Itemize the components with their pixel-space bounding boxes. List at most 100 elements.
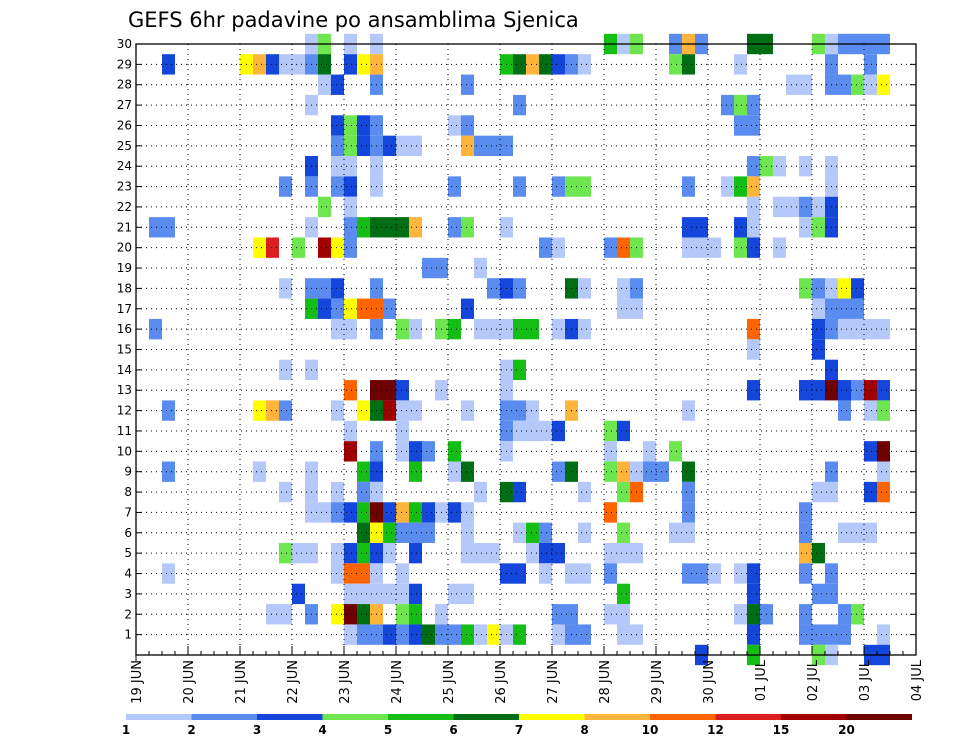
heatmap-cell	[357, 502, 370, 523]
heatmap-cell	[721, 176, 734, 197]
heatmap-cell	[747, 318, 760, 340]
heatmap-cell	[643, 461, 656, 482]
heatmap-cell	[331, 115, 344, 136]
heatmap-cell	[279, 176, 292, 197]
legend-swatch	[191, 714, 257, 720]
heatmap-cell	[357, 135, 370, 157]
heatmap-cell	[253, 400, 266, 421]
heatmap-cell	[162, 461, 175, 482]
heatmap-cell	[786, 196, 799, 218]
plot-gridlines	[136, 44, 916, 655]
x-tick-label: 30 JUN	[702, 660, 717, 704]
heatmap-cell	[526, 420, 539, 442]
heatmap-cell	[812, 624, 825, 645]
y-tick-label: 29	[117, 57, 132, 71]
legend-swatch	[519, 714, 585, 720]
heatmap-cell	[513, 176, 526, 197]
heatmap-cell	[331, 502, 344, 523]
heatmap-cell	[799, 380, 812, 401]
heatmap-cell	[799, 196, 812, 218]
y-tick-label: 6	[124, 526, 132, 540]
legend-swatch	[257, 714, 323, 720]
heatmap-cell	[331, 604, 344, 625]
heatmap-cell	[682, 400, 695, 421]
heatmap-cell	[448, 583, 461, 605]
y-tick-label: 28	[117, 78, 132, 92]
y-tick-label: 16	[117, 322, 132, 336]
heatmap-cell	[747, 237, 760, 258]
heatmap-cell	[409, 624, 422, 645]
heatmap-cell	[617, 583, 630, 605]
heatmap-cell	[448, 441, 461, 462]
heatmap-cell	[747, 196, 760, 218]
y-axis: 1234567891011121314151617181920212223242…	[117, 37, 916, 642]
heatmap-cell	[266, 237, 279, 258]
heatmap-cell	[838, 298, 851, 319]
heatmap-cell	[851, 278, 864, 299]
heatmap-cell	[357, 624, 370, 645]
heatmap-cell	[799, 522, 812, 543]
heatmap-cell	[461, 298, 474, 319]
heatmap-cell	[318, 237, 331, 258]
heatmap-cell	[474, 542, 487, 564]
heatmap-cell	[383, 522, 396, 543]
heatmap-cell	[409, 318, 422, 340]
legend-swatch	[715, 714, 781, 720]
heatmap-cell	[331, 237, 344, 258]
heatmap-cell	[344, 54, 357, 75]
heatmap-cell	[344, 604, 357, 625]
heatmap-cell	[604, 563, 617, 584]
legend-label: 6	[449, 723, 457, 737]
heatmap-cell	[448, 176, 461, 197]
heatmap-cell	[279, 359, 292, 381]
heatmap-cell	[279, 481, 292, 503]
heatmap-cell	[864, 481, 877, 503]
heatmap-cell	[734, 176, 747, 197]
heatmap-cell	[318, 54, 331, 75]
heatmap-cell	[292, 237, 305, 258]
heatmap-cell	[539, 542, 552, 564]
heatmap-cell	[552, 318, 565, 340]
heatmap-cell	[487, 135, 500, 157]
heatmap-cell	[877, 624, 890, 645]
heatmap-cell	[331, 318, 344, 340]
heatmap-cell	[383, 542, 396, 564]
heatmap-cell	[409, 604, 422, 625]
heatmap-cell	[604, 604, 617, 625]
x-tick-label: 19 JUN	[130, 660, 145, 704]
heatmap-cell	[383, 135, 396, 157]
legend-label: 10	[642, 723, 659, 737]
heatmap-cell	[747, 624, 760, 645]
heatmap-cell	[344, 237, 357, 258]
legend-swatch	[388, 714, 454, 720]
y-tick-label: 12	[117, 404, 132, 418]
heatmap-cell	[578, 481, 591, 503]
x-tick-label: 24 JUN	[390, 660, 405, 704]
heatmap-cell	[812, 217, 825, 238]
chart-title: GEFS 6hr padavine po ansamblima Sjenica	[128, 8, 579, 32]
heatmap-cell	[812, 380, 825, 401]
y-tick-label: 9	[124, 465, 132, 479]
heatmap-cell	[864, 54, 877, 75]
heatmap-cell	[383, 298, 396, 319]
heatmap-cell	[422, 624, 435, 645]
heatmap-cell	[578, 522, 591, 543]
heatmap-cell	[396, 420, 409, 442]
heatmap-cell	[383, 624, 396, 645]
heatmap-cell	[331, 298, 344, 319]
heatmap-cell	[292, 542, 305, 564]
heatmap-cell	[513, 481, 526, 503]
heatmap-cell	[344, 624, 357, 645]
heatmap-cell	[617, 624, 630, 645]
heatmap-cell	[747, 339, 760, 360]
heatmap-cell	[799, 502, 812, 523]
heatmap-cell	[604, 502, 617, 523]
heatmap-cell	[851, 604, 864, 625]
heatmap-cell	[292, 54, 305, 75]
heatmap-cell	[383, 380, 396, 401]
heatmap-cell	[383, 502, 396, 523]
heatmap-cell	[513, 420, 526, 442]
heatmap-cell	[292, 583, 305, 605]
heatmap-cells	[149, 33, 890, 666]
heatmap-cell	[344, 156, 357, 177]
